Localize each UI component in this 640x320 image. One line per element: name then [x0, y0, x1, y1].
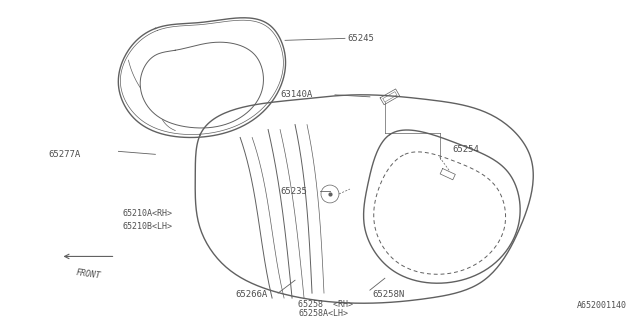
Text: 65258N: 65258N — [372, 290, 404, 299]
Text: 65235: 65235 — [280, 187, 307, 196]
Text: 63140A: 63140A — [280, 90, 312, 100]
Text: 65266A: 65266A — [235, 290, 268, 299]
Text: FRONT: FRONT — [76, 268, 102, 281]
Text: 65210A<RH>: 65210A<RH> — [122, 209, 172, 218]
Text: 65277A: 65277A — [49, 150, 81, 159]
Text: 65245: 65245 — [347, 34, 374, 43]
Text: A652001140: A652001140 — [577, 301, 627, 310]
Text: 65254: 65254 — [452, 145, 479, 154]
Text: 65210B<LH>: 65210B<LH> — [122, 222, 172, 231]
Text: 65258  <RH>: 65258 <RH> — [298, 300, 353, 308]
Text: 65258A<LH>: 65258A<LH> — [298, 309, 348, 318]
